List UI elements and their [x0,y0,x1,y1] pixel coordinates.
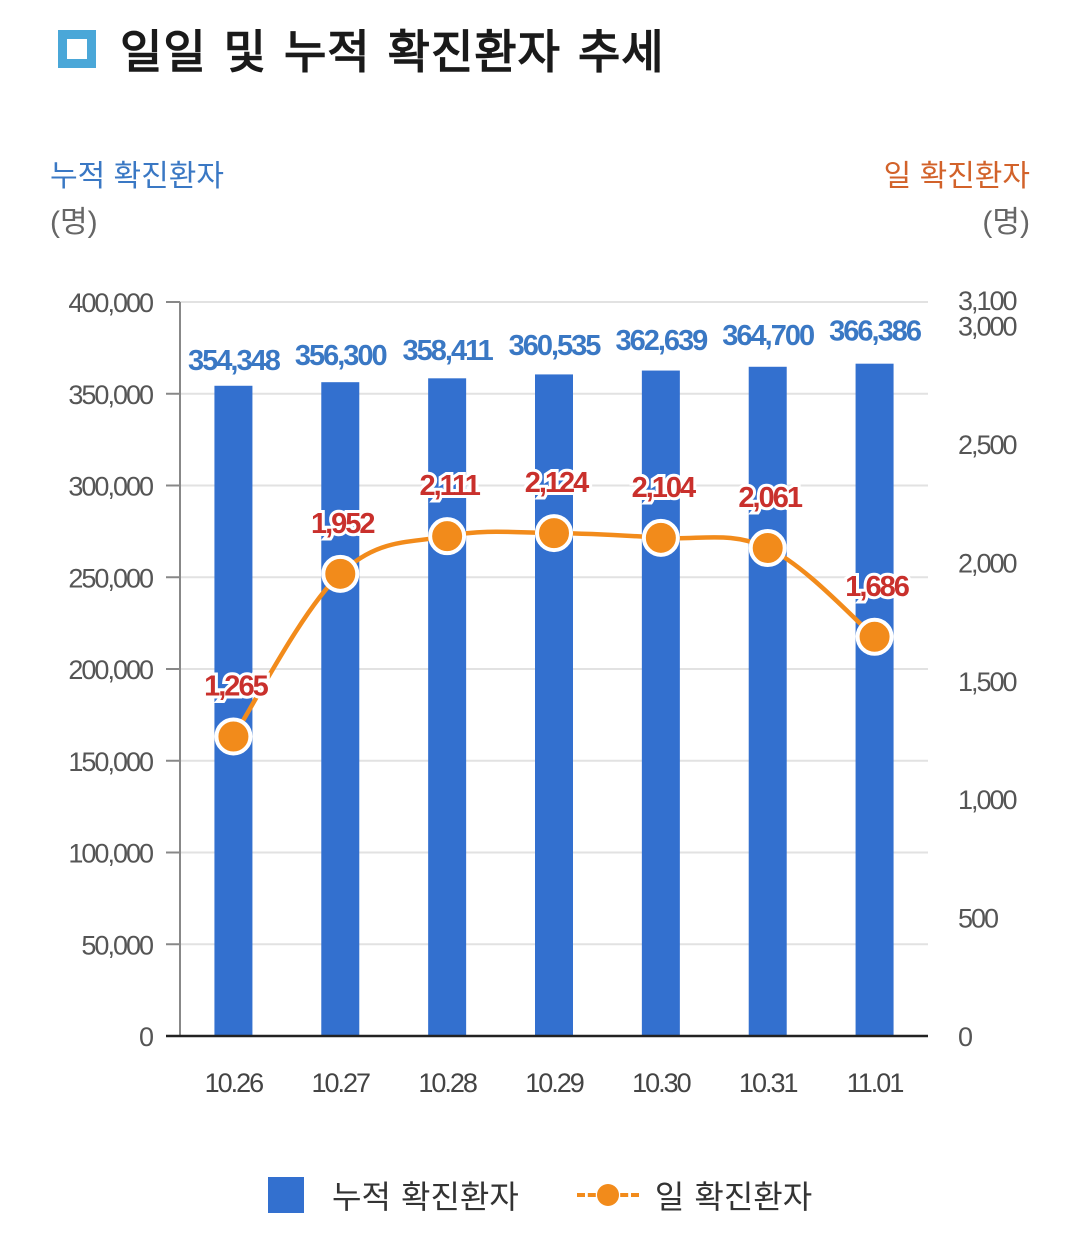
line-value-label: 1,265 [204,670,268,702]
bar-value-label: 354,348 [188,345,281,377]
right-axis-title: 일 확진환자 [884,160,1030,193]
bar-value-label: 360,535 [509,330,602,362]
category-label: 11.01 [847,1068,904,1098]
left-axis-unit: (명) [50,206,98,239]
bar-value-label: 356,300 [295,340,387,372]
line-value-label: 2,111 [419,470,480,502]
left-tick-label: 200,000 [68,655,153,685]
line-point [214,717,253,756]
right-tick-label: 2,000 [958,548,1017,578]
bar-value-label: 366,386 [829,315,922,347]
line-point [321,554,360,593]
left-tick-label: 150,000 [68,747,153,777]
line-point [855,617,894,656]
category-label: 10.26 [205,1068,264,1098]
bar [748,366,787,1036]
line-point [641,518,680,557]
bar [321,382,360,1036]
category-label: 10.29 [525,1068,584,1098]
chart-title: 일일 및 누적 확진환자 추세 [120,25,665,79]
legend-item-daily: 일 확진환자 [576,1172,813,1218]
legend-bar-swatch [268,1177,304,1213]
bar [535,374,573,1036]
bar [428,378,467,1037]
square-bullet-icon [58,30,96,68]
category-label: 10.30 [632,1068,691,1098]
legend-line-swatch [576,1183,639,1207]
line-value-label: 2,124 [525,467,589,499]
legend-label-cumulative: 누적 확진환자 [332,1178,519,1216]
left-tick-label: 400,000 [68,288,153,318]
line-value-label: 1,952 [311,508,374,540]
left-tick-label: 50,000 [81,930,153,960]
right-tick-label: 3,000 [958,312,1017,342]
category-label: 10.28 [418,1068,477,1098]
line-value-label: 1,686 [845,571,909,603]
bar [214,385,253,1036]
right-tick-label: 500 [958,904,998,934]
right-tick-label: 1,500 [958,667,1017,697]
right-tick-label: 0 [958,1022,972,1052]
line-point [428,517,467,556]
axes: 0 50,000 100,000 150,000 200,000 250,000 300,0… [68,286,1018,1098]
data-labels: 354,348 356,300 358,411 360,535 362,639 364,7… [188,315,924,705]
bar [641,370,680,1036]
bar-value-label: 364,700 [722,320,814,352]
line-point [535,514,573,553]
line-point [748,529,787,568]
line-value-label: 2,061 [738,482,802,514]
category-label: 10.27 [311,1068,370,1098]
bar-series [214,363,894,1037]
line-series [214,514,894,756]
bar [855,363,894,1036]
legend-label-daily: 일 확진환자 [654,1178,813,1216]
left-tick-label: 100,000 [68,839,153,869]
right-tick-label: 1,000 [958,785,1017,815]
legend-item-cumulative: 누적 확진환자 [268,1172,519,1218]
left-tick-label: 0 [139,1022,153,1052]
left-tick-label: 250,000 [68,563,153,593]
right-tick-label: 3,100 [958,286,1017,316]
right-axis-unit: (명) [982,206,1030,239]
left-tick-label: 300,000 [68,472,153,502]
left-axis-title: 누적 확진환자 [50,160,224,193]
left-tick-label: 350,000 [68,380,153,410]
combo-chart: 누적 확진환자 (명) 일 확진환자 (명) 0 50,000 100,000 150… [50,160,1030,1098]
bar-value-label: 362,639 [615,325,708,357]
bar-value-label: 358,411 [403,335,494,367]
category-label: 10.31 [739,1068,798,1098]
chart-title-row: 일일 및 누적 확진환자 추세 [58,14,665,84]
line-value-label: 2,104 [632,472,696,504]
right-tick-label: 2,500 [958,430,1017,460]
legend: 누적 확진환자 일 확진환자 [268,1170,870,1220]
